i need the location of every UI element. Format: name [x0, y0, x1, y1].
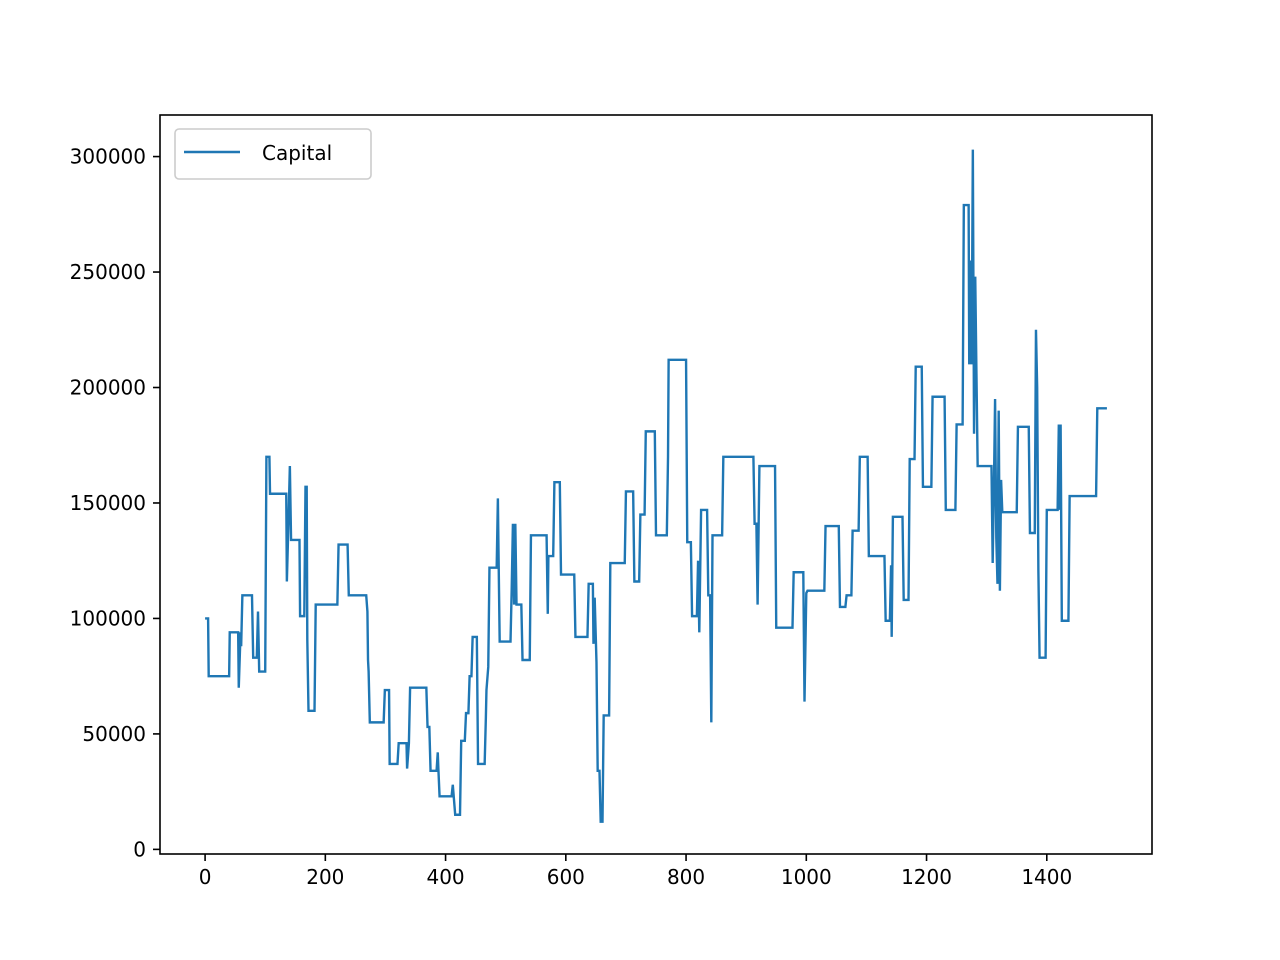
- y-tick-label: 50000: [82, 722, 146, 746]
- y-tick-label: 200000: [70, 376, 146, 400]
- y-tick-label: 150000: [70, 491, 146, 515]
- x-axis-ticks: 0 200 400 600 800 1000 1200 1400: [199, 854, 1072, 889]
- x-tick-label: 800: [667, 865, 705, 889]
- x-tick-label: 1200: [901, 865, 952, 889]
- x-tick-label: 1000: [781, 865, 832, 889]
- series-line-capital: [205, 149, 1107, 823]
- legend-label-capital: Capital: [262, 141, 332, 165]
- x-tick-label: 200: [306, 865, 344, 889]
- x-tick-label: 1400: [1021, 865, 1072, 889]
- plot-frame: [159, 114, 1153, 855]
- legend-box: [174, 128, 372, 180]
- y-axis-ticks: 0 50000 100000 150000 200000 250000 300000: [70, 145, 160, 861]
- x-tick-label: 0: [199, 865, 212, 889]
- y-tick-label: 300000: [70, 145, 146, 169]
- x-tick-label: 600: [547, 865, 585, 889]
- legend: Capital: [174, 128, 372, 180]
- y-tick-label: 100000: [70, 606, 146, 630]
- y-tick-label: 250000: [70, 260, 146, 284]
- y-tick-label: 0: [133, 837, 146, 861]
- x-tick-label: 400: [426, 865, 464, 889]
